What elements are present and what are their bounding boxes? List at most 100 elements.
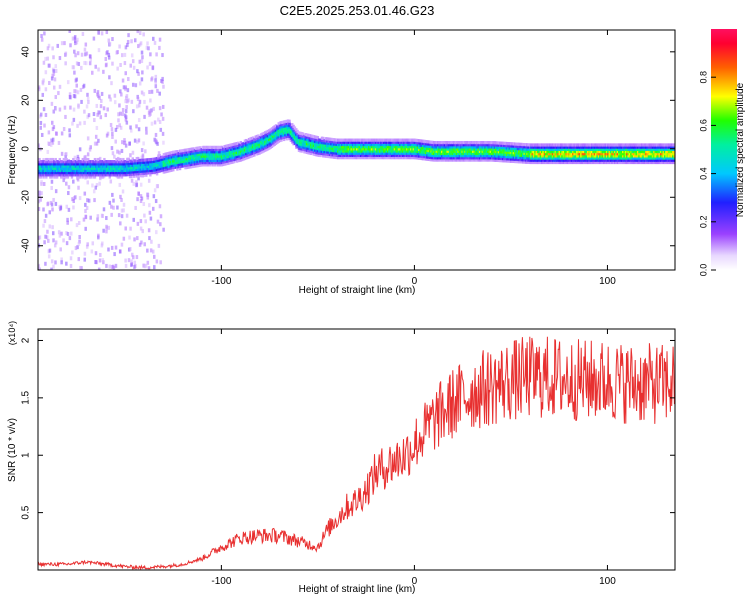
heatmap-cell: [481, 147, 484, 151]
heatmap-cell: [535, 158, 538, 162]
heatmap-cell: [599, 149, 602, 154]
heatmap-cell: [216, 152, 220, 156]
heatmap-cell: [663, 160, 667, 165]
heatmap-cell: [369, 140, 372, 144]
heatmap-cell: [226, 144, 229, 148]
heatmap-cell: [596, 158, 599, 162]
heatmap-cell: [126, 166, 129, 170]
heatmap-cell: [99, 166, 102, 170]
heatmap-cell: [188, 165, 191, 169]
heatmap-cell: [274, 124, 278, 128]
heatmap-cell: [219, 145, 222, 150]
heatmap-cell: [119, 194, 122, 199]
heatmap-cell: [673, 158, 675, 162]
heatmap-cell: [308, 142, 311, 146]
heatmap-cell: [59, 171, 63, 175]
heatmap-cell: [311, 141, 314, 145]
heatmap-cell: [391, 138, 394, 142]
heatmap-cell: [457, 158, 460, 162]
heatmap-cell: [593, 145, 597, 149]
heatmap-cell: [140, 77, 144, 82]
heatmap-cell: [86, 160, 90, 164]
heatmap-cell: [303, 137, 306, 141]
heatmap-cell: [132, 255, 135, 260]
heatmap-cell: [289, 127, 293, 132]
heatmap-cell: [491, 154, 494, 158]
heatmap-cell: [272, 130, 275, 134]
heatmap-cell: [159, 162, 163, 166]
heatmap-cell: [74, 160, 78, 164]
heatmap-cell: [64, 154, 67, 159]
heatmap-cell: [196, 159, 199, 163]
heatmap-cell: [120, 171, 124, 175]
heatmap-cell: [403, 138, 406, 142]
heatmap-cell: [530, 145, 533, 149]
heatmap-cell: [559, 160, 563, 165]
heatmap-cell: [327, 150, 330, 154]
heatmap-cell: [538, 152, 541, 156]
heatmap-cell: [503, 157, 506, 161]
heatmap-cell: [319, 151, 322, 155]
heatmap-cell: [488, 154, 491, 158]
heatmap-cell: [542, 147, 545, 151]
heatmap-cell: [307, 138, 310, 142]
heatmap-cell: [418, 141, 421, 145]
heatmap-cell: [199, 152, 202, 156]
heatmap-cell: [59, 164, 63, 168]
heatmap-cell: [155, 230, 158, 235]
heatmap-cell: [258, 142, 261, 146]
heatmap-cell: [47, 171, 51, 175]
heatmap-cell: [97, 160, 101, 164]
heatmap-cell: [65, 261, 68, 266]
heatmap-cell: [509, 153, 513, 157]
heatmap-cell: [423, 155, 426, 159]
heatmap-cell: [311, 150, 314, 154]
heatmap-cell: [51, 157, 55, 162]
heatmap-cell: [301, 136, 305, 140]
heatmap-cell: [185, 157, 189, 161]
heatmap-cell: [565, 145, 568, 149]
heatmap-cell: [636, 147, 640, 151]
heatmap-cell: [657, 152, 660, 156]
heatmap-cell: [268, 146, 271, 150]
heatmap-cell: [149, 52, 152, 57]
heatmap-cell: [376, 156, 379, 160]
heatmap-cell: [515, 146, 518, 151]
heatmap-cell: [68, 236, 72, 241]
heatmap-cell: [328, 142, 332, 146]
heatmap-cell: [654, 156, 657, 160]
heatmap-cell: [104, 164, 107, 168]
heatmap-cell: [472, 145, 475, 149]
heatmap-cell: [596, 147, 599, 151]
heatmap-cell: [133, 38, 137, 43]
heatmap-cell: [216, 161, 220, 165]
heatmap-cell: [341, 138, 344, 142]
x-tick-label: -100: [211, 576, 231, 587]
heatmap-cell: [443, 154, 447, 158]
heatmap-cell: [38, 162, 41, 166]
heatmap-cell: [246, 142, 249, 147]
heatmap-cell: [289, 138, 293, 143]
heatmap-cell: [438, 147, 441, 151]
heatmap-cell: [393, 140, 397, 144]
heatmap-cell: [386, 156, 390, 160]
heatmap-cell: [228, 154, 232, 158]
heatmap-cell: [188, 161, 191, 165]
heatmap-cell: [69, 168, 72, 173]
heatmap-cell: [466, 154, 470, 158]
heatmap-cell: [52, 69, 56, 74]
heatmap-cell: [416, 152, 420, 156]
heatmap-cell: [662, 156, 666, 160]
heatmap-cell: [192, 164, 195, 168]
heatmap-cell: [573, 149, 576, 154]
heatmap-cell: [85, 205, 89, 210]
heatmap-cell: [651, 156, 655, 160]
heatmap-cell: [534, 158, 537, 162]
heatmap-cell: [407, 149, 410, 153]
heatmap-cell: [111, 192, 114, 197]
heatmap-cell: [55, 160, 59, 164]
heatmap-cell: [269, 132, 272, 136]
heatmap-cell: [92, 168, 95, 173]
heatmap-cell: [365, 140, 368, 144]
heatmap-cell: [412, 147, 416, 151]
